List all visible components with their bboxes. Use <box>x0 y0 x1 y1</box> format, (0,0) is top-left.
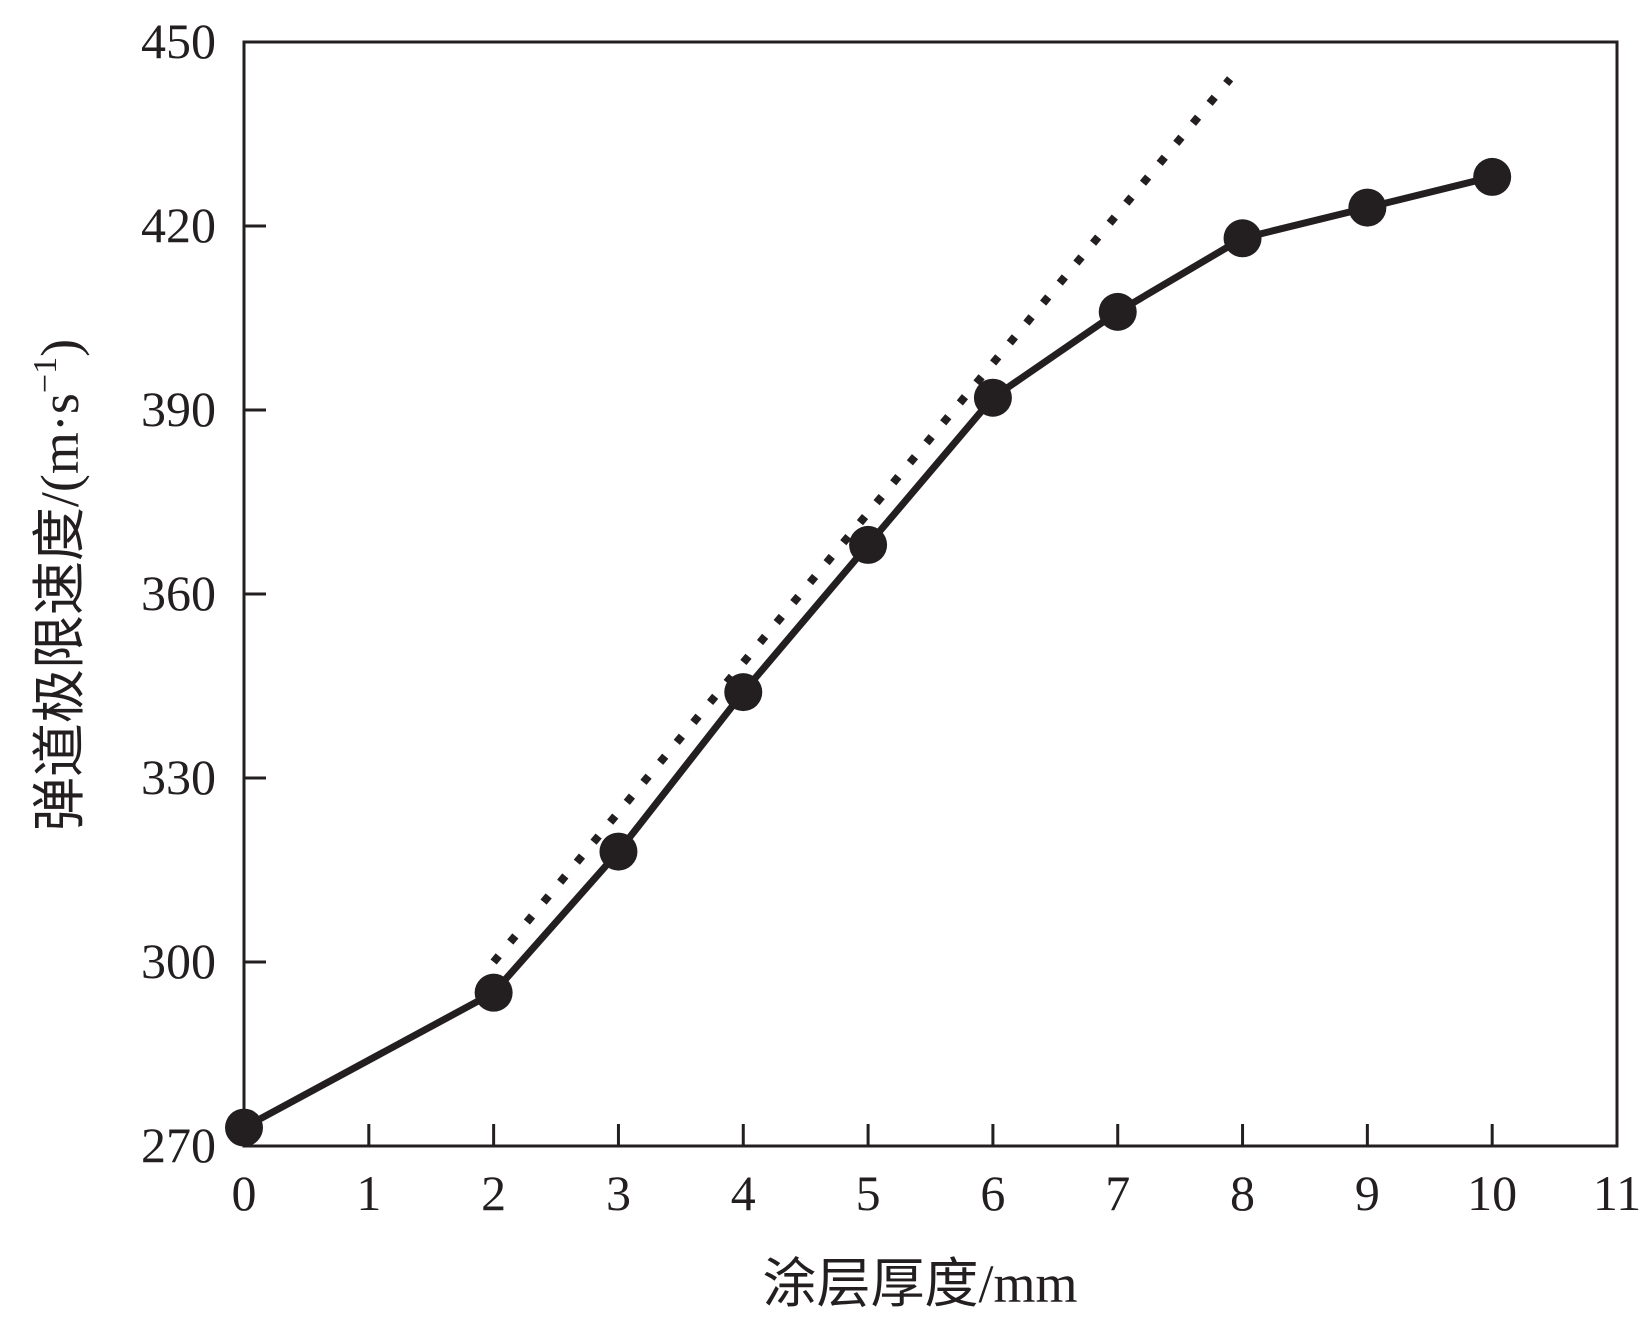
series-layer <box>225 76 1512 1147</box>
y-axis-title-superscript: −1 <box>27 357 64 393</box>
x-axis-ticks <box>242 1124 1619 1146</box>
data-point <box>599 832 638 871</box>
x-tick-label: 7 <box>1105 1165 1130 1221</box>
x-tick-label: 5 <box>856 1165 881 1221</box>
plot-frame <box>242 40 1619 1148</box>
x-tick-label: 2 <box>481 1165 506 1221</box>
x-tick-label: 10 <box>1467 1165 1517 1221</box>
y-axis-tick-labels: 270 300 330 360 390 420 450 <box>141 13 216 1173</box>
x-axis-tick-labels: 0 1 2 3 4 5 6 7 8 9 10 11 <box>232 1165 1642 1221</box>
data-point <box>1223 219 1262 258</box>
y-axis-title: 弹道极限速度/(m·s−1) <box>27 339 90 831</box>
x-tick-label: 11 <box>1593 1165 1641 1221</box>
y-tick-label: 360 <box>141 565 216 621</box>
x-tick-label: 9 <box>1355 1165 1380 1221</box>
x-tick-label: 1 <box>356 1165 381 1221</box>
data-point <box>225 1108 263 1147</box>
y-tick-label: 330 <box>141 749 216 805</box>
data-point <box>474 973 513 1012</box>
y-tick-label: 420 <box>141 197 216 253</box>
data-point <box>1348 188 1387 227</box>
x-axis-title: 涂层厚度/mm <box>762 1254 1077 1314</box>
y-axis-ticks <box>244 40 266 1148</box>
y-tick-label: 270 <box>141 1117 216 1173</box>
y-tick-label: 300 <box>141 933 216 989</box>
series-dotted-trend-line <box>490 76 1234 965</box>
x-tick-label: 6 <box>980 1165 1005 1221</box>
y-tick-label: 390 <box>141 381 216 437</box>
data-point <box>1098 292 1137 331</box>
data-point <box>973 378 1012 417</box>
data-point <box>849 525 888 564</box>
y-axis-title-main: 弹道极限速度/(m·s <box>30 393 90 831</box>
data-point <box>1473 157 1512 196</box>
x-tick-label: 4 <box>731 1165 756 1221</box>
x-tick-label: 0 <box>232 1165 257 1221</box>
data-point <box>724 673 763 712</box>
x-tick-label: 3 <box>606 1165 631 1221</box>
x-tick-label: 8 <box>1230 1165 1255 1221</box>
y-tick-label: 450 <box>141 13 216 69</box>
series-line <box>242 173 1494 1131</box>
y-axis-title-close: ) <box>30 339 90 357</box>
